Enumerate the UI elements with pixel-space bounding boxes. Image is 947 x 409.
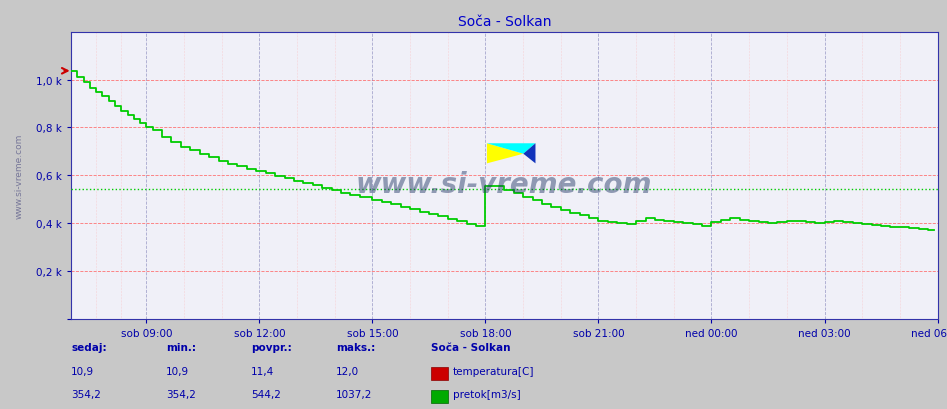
Text: pretok[m3/s]: pretok[m3/s]: [453, 389, 521, 399]
Text: www.si-vreme.com: www.si-vreme.com: [356, 171, 652, 198]
Text: 354,2: 354,2: [166, 389, 196, 399]
Polygon shape: [524, 144, 535, 164]
Text: 354,2: 354,2: [71, 389, 101, 399]
Text: 10,9: 10,9: [71, 366, 94, 376]
Text: povpr.:: povpr.:: [251, 342, 292, 352]
Text: 11,4: 11,4: [251, 366, 275, 376]
Polygon shape: [487, 144, 535, 154]
Text: temperatura[C]: temperatura[C]: [453, 366, 534, 376]
Text: 544,2: 544,2: [251, 389, 281, 399]
Text: min.:: min.:: [166, 342, 196, 352]
Text: www.si-vreme.com: www.si-vreme.com: [14, 133, 24, 218]
Text: 1037,2: 1037,2: [336, 389, 372, 399]
Text: 12,0: 12,0: [336, 366, 359, 376]
Title: Soča - Solkan: Soča - Solkan: [457, 15, 551, 29]
Text: Soča - Solkan: Soča - Solkan: [431, 342, 510, 352]
Polygon shape: [487, 144, 524, 164]
Text: maks.:: maks.:: [336, 342, 375, 352]
Text: sedaj:: sedaj:: [71, 342, 107, 352]
Text: 10,9: 10,9: [166, 366, 188, 376]
